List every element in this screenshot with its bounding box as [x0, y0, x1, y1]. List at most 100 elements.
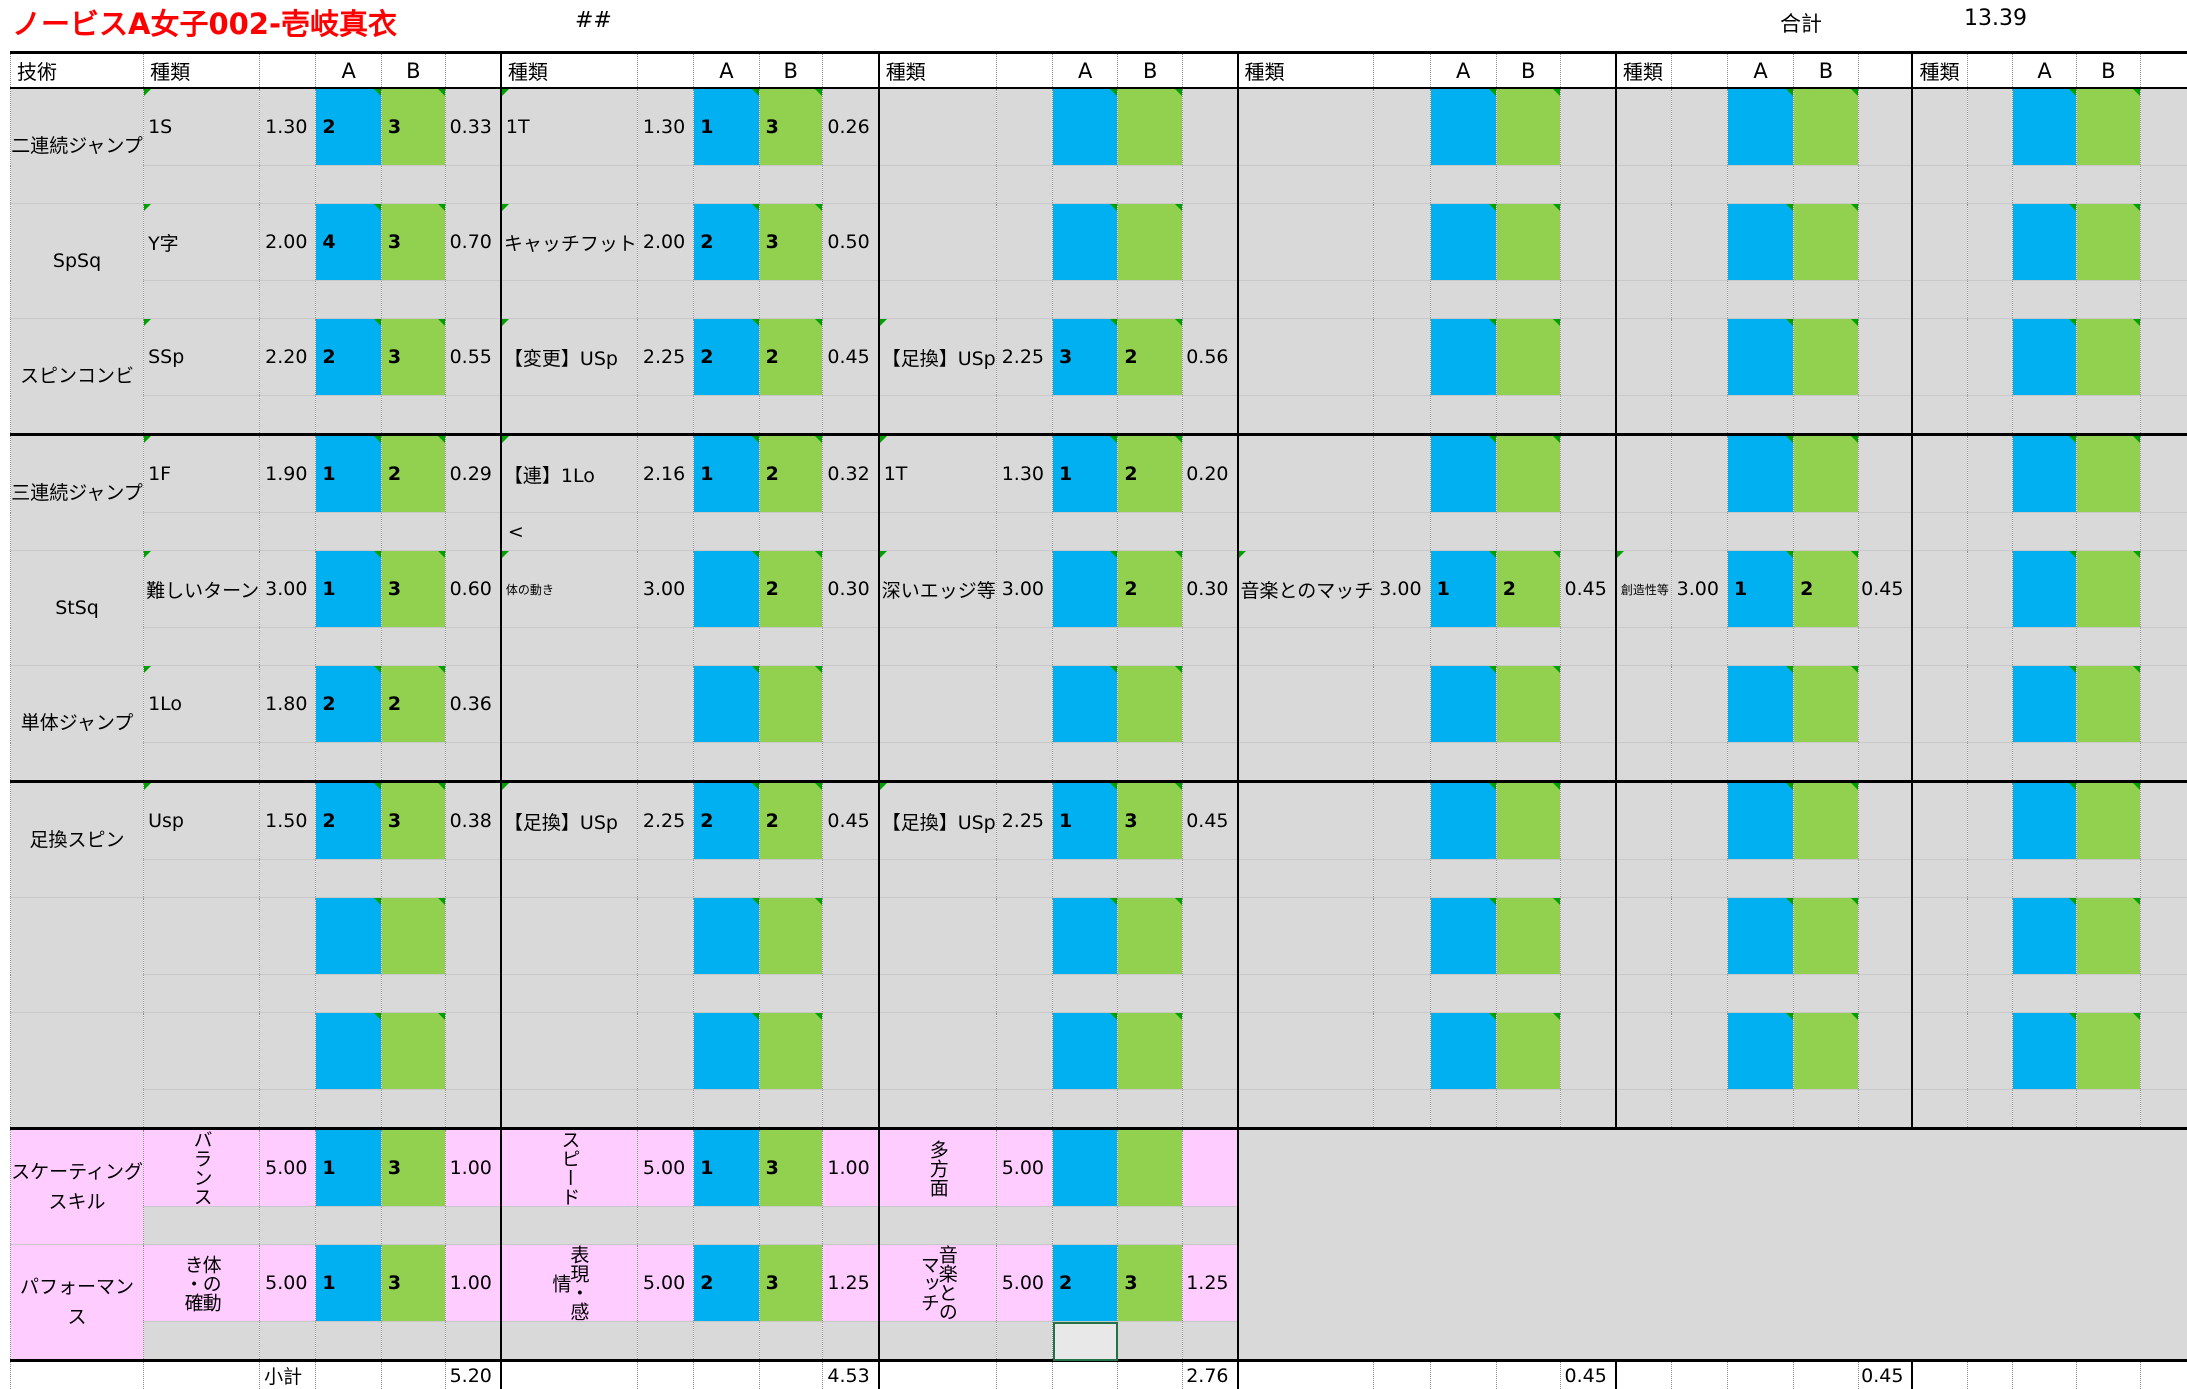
score-b-cell[interactable]: [2077, 551, 2140, 628]
base-value-cell[interactable]: [1671, 319, 1727, 396]
score-b-cell[interactable]: 2: [381, 666, 445, 743]
sub-cell[interactable]: [879, 513, 997, 551]
score-a-cell[interactable]: 2: [316, 88, 381, 166]
sub-cell[interactable]: [822, 396, 878, 435]
sub-cell[interactable]: [2012, 396, 2076, 435]
sub-cell[interactable]: [1430, 281, 1496, 319]
header-blank[interactable]: [1374, 53, 1430, 89]
sub-cell[interactable]: [1053, 975, 1118, 1013]
value-cell[interactable]: 0.30: [1183, 551, 1238, 628]
sub-cell[interactable]: [1118, 860, 1183, 898]
score-a-cell[interactable]: 2: [694, 204, 759, 281]
value-cell[interactable]: [2140, 666, 2187, 743]
score-b-cell[interactable]: [1794, 435, 1859, 513]
sub-cell[interactable]: [1912, 628, 1967, 666]
sub-cell[interactable]: [501, 1322, 638, 1361]
base-value-cell[interactable]: [996, 666, 1052, 743]
sub-cell[interactable]: [1374, 396, 1430, 435]
score-b-cell[interactable]: [2077, 898, 2140, 975]
score-a-cell[interactable]: [1727, 435, 1793, 513]
sub-cell[interactable]: [2077, 1090, 2140, 1129]
sub-cell[interactable]: [260, 975, 316, 1013]
sub-cell[interactable]: [996, 1090, 1052, 1129]
score-b-cell[interactable]: 2: [759, 435, 822, 513]
value-cell[interactable]: [1858, 666, 1912, 743]
sub-cell[interactable]: [996, 1322, 1052, 1361]
sub-cell[interactable]: [996, 975, 1052, 1013]
base-value-cell[interactable]: 3.00: [1374, 551, 1430, 628]
score-a-cell[interactable]: [1430, 1013, 1496, 1090]
sub-cell[interactable]: [1183, 166, 1238, 204]
type-cell[interactable]: [879, 666, 997, 743]
value-cell[interactable]: [445, 1013, 501, 1090]
value-cell[interactable]: [2140, 435, 2187, 513]
base-value-cell[interactable]: [1671, 204, 1727, 281]
score-a-cell[interactable]: [2012, 435, 2076, 513]
sub-cell[interactable]: [879, 975, 997, 1013]
score-b-cell[interactable]: 2: [759, 319, 822, 396]
sub-cell[interactable]: [694, 1322, 759, 1361]
score-a-cell[interactable]: [1727, 88, 1793, 166]
score-a-cell[interactable]: 4: [316, 204, 381, 281]
type-cell[interactable]: 1T: [879, 435, 997, 513]
sub-cell[interactable]: [1858, 281, 1912, 319]
type-cell[interactable]: [1238, 898, 1374, 975]
score-a-cell[interactable]: 1: [694, 88, 759, 166]
sub-cell[interactable]: [1560, 166, 1616, 204]
sub-cell[interactable]: [2012, 1090, 2076, 1129]
type-cell[interactable]: 創造性等: [1616, 551, 1671, 628]
sub-cell[interactable]: [1118, 1090, 1183, 1129]
base-value-cell[interactable]: [637, 666, 693, 743]
score-a-cell[interactable]: [1727, 204, 1793, 281]
sub-cell[interactable]: [2140, 513, 2187, 551]
value-cell[interactable]: [1858, 88, 1912, 166]
base-value-cell[interactable]: [1671, 782, 1727, 860]
sub-cell[interactable]: [694, 396, 759, 435]
sub-cell[interactable]: [694, 1207, 759, 1245]
sub-cell[interactable]: [144, 1090, 260, 1129]
value-cell[interactable]: [2140, 898, 2187, 975]
sub-cell[interactable]: [879, 1090, 997, 1129]
sub-cell[interactable]: [1616, 281, 1671, 319]
sub-cell[interactable]: [694, 628, 759, 666]
value-cell[interactable]: 0.50: [822, 204, 878, 281]
base-value-cell[interactable]: [1374, 898, 1430, 975]
sub-cell[interactable]: [2012, 513, 2076, 551]
score-a-cell[interactable]: 3: [1053, 319, 1118, 396]
pcs-type-cell[interactable]: 表現・感情: [501, 1245, 638, 1322]
score-b-cell[interactable]: [1496, 204, 1560, 281]
sub-cell[interactable]: [1238, 975, 1374, 1013]
sub-cell[interactable]: [2077, 166, 2140, 204]
sub-cell[interactable]: [1053, 743, 1118, 782]
score-a-cell[interactable]: 2: [1053, 1245, 1118, 1322]
sub-cell[interactable]: [316, 281, 381, 319]
sub-cell[interactable]: [1727, 281, 1793, 319]
sub-cell[interactable]: [2012, 628, 2076, 666]
score-b-cell[interactable]: [1794, 898, 1859, 975]
sub-cell[interactable]: [445, 743, 501, 782]
sub-cell[interactable]: [1671, 1090, 1727, 1129]
sub-cell[interactable]: [822, 281, 878, 319]
type-cell[interactable]: [501, 898, 638, 975]
sub-cell[interactable]: [316, 628, 381, 666]
type-cell[interactable]: [879, 88, 997, 166]
header-b[interactable]: B: [1794, 53, 1859, 89]
score-a-cell[interactable]: 2: [316, 666, 381, 743]
sub-cell[interactable]: [822, 1207, 878, 1245]
value-cell[interactable]: [1560, 1013, 1616, 1090]
value-cell[interactable]: [822, 666, 878, 743]
score-a-cell[interactable]: [2012, 551, 2076, 628]
type-cell[interactable]: SSp: [144, 319, 260, 396]
header-blank[interactable]: [1858, 53, 1912, 89]
type-cell[interactable]: [1912, 782, 1967, 860]
sub-cell[interactable]: [144, 975, 260, 1013]
sub-cell[interactable]: [637, 628, 693, 666]
sub-cell[interactable]: [996, 628, 1052, 666]
base-value-cell[interactable]: [1671, 88, 1727, 166]
score-b-cell[interactable]: [1794, 666, 1859, 743]
score-a-cell[interactable]: [1053, 1129, 1118, 1207]
base-value-cell[interactable]: 5.00: [996, 1245, 1052, 1322]
sub-cell[interactable]: [1858, 396, 1912, 435]
type-cell[interactable]: 【連】1Lo: [501, 435, 638, 513]
sub-cell[interactable]: [759, 975, 822, 1013]
